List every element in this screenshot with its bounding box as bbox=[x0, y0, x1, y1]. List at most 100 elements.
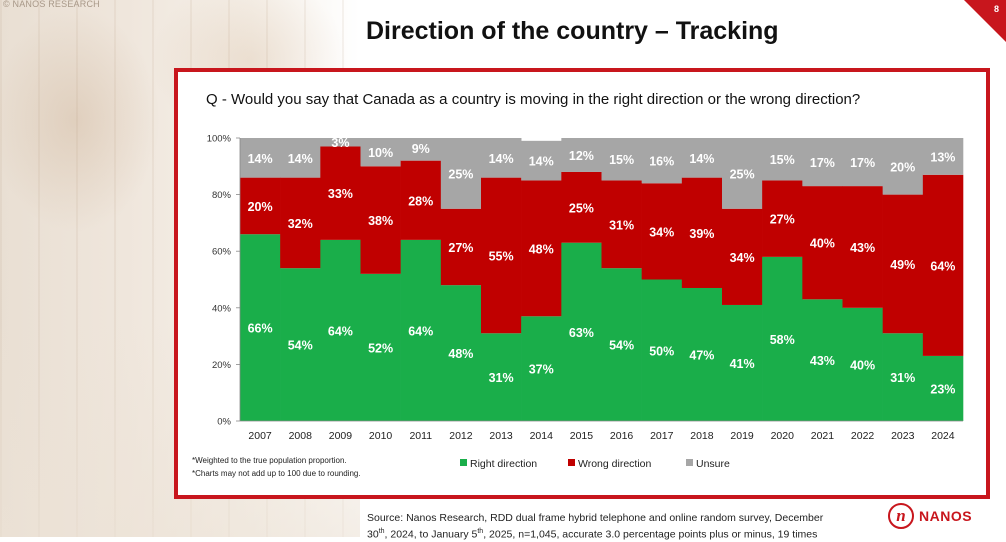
data-label-2010-unsure: 10% bbox=[368, 146, 393, 160]
data-label-2015-wrong: 25% bbox=[569, 201, 594, 215]
data-label-2018-unsure: 14% bbox=[689, 152, 714, 166]
data-label-2011-unsure: 9% bbox=[412, 142, 430, 156]
data-label-2012-right: 48% bbox=[448, 347, 473, 361]
legend-swatch-wrong bbox=[568, 459, 575, 466]
data-label-2021-right: 43% bbox=[810, 354, 835, 368]
data-label-2012-unsure: 25% bbox=[448, 167, 473, 181]
data-label-2019-right: 41% bbox=[730, 357, 755, 371]
data-label-2018-right: 47% bbox=[689, 348, 714, 362]
data-label-2009-unsure: 3% bbox=[331, 136, 349, 150]
data-label-2007-wrong: 20% bbox=[248, 200, 273, 214]
data-label-2010-wrong: 38% bbox=[368, 214, 393, 228]
y-tick-label: 100% bbox=[207, 134, 232, 145]
data-label-2011-wrong: 28% bbox=[408, 194, 433, 208]
bar-2010-unsure bbox=[360, 138, 401, 167]
data-label-2012-wrong: 27% bbox=[448, 241, 473, 255]
data-label-2008-right: 54% bbox=[288, 339, 313, 353]
x-tick-label: 2020 bbox=[771, 430, 795, 442]
data-label-2019-unsure: 25% bbox=[730, 167, 755, 181]
bar-2024-wrong bbox=[922, 174, 964, 356]
y-tick-label: 20% bbox=[212, 360, 232, 371]
data-label-2009-wrong: 33% bbox=[328, 187, 353, 201]
data-label-2010-right: 52% bbox=[368, 341, 393, 355]
y-tick-label: 80% bbox=[212, 190, 232, 201]
data-label-2014-unsure: 14% bbox=[529, 155, 554, 169]
data-label-2016-wrong: 31% bbox=[609, 218, 634, 232]
data-label-2017-wrong: 34% bbox=[649, 225, 674, 239]
x-tick-label: 2014 bbox=[530, 430, 554, 442]
bar-2019-wrong bbox=[722, 208, 763, 305]
x-tick-label: 2013 bbox=[489, 430, 513, 442]
bar-2017-right bbox=[641, 279, 683, 421]
data-label-2021-unsure: 17% bbox=[810, 156, 835, 170]
data-label-2024-unsure: 13% bbox=[930, 150, 955, 164]
bar-2014-right bbox=[521, 316, 562, 421]
data-label-2015-right: 63% bbox=[569, 326, 594, 340]
source-text: Source: Nanos Research, RDD dual frame h… bbox=[367, 511, 887, 542]
bar-2009-right bbox=[320, 239, 361, 421]
bar-2018-wrong bbox=[681, 177, 723, 288]
bar-2022-wrong bbox=[842, 186, 883, 308]
bar-2017-wrong bbox=[641, 183, 683, 280]
data-label-2023-right: 31% bbox=[890, 371, 915, 385]
data-label-2017-unsure: 16% bbox=[649, 155, 674, 169]
page-title: Direction of the country – Tracking bbox=[366, 17, 779, 45]
note-weighted: *Weighted to the true population proport… bbox=[192, 456, 347, 465]
bar-2020-right bbox=[762, 256, 803, 421]
nanos-logo-mark: n bbox=[888, 503, 914, 529]
x-tick-label: 2024 bbox=[931, 430, 955, 442]
y-tick-label: 0% bbox=[217, 417, 231, 428]
bar-2014-unsure bbox=[521, 140, 562, 181]
source-line1: Source: Nanos Research, RDD dual frame h… bbox=[367, 512, 824, 524]
bar-2022-unsure bbox=[842, 138, 883, 187]
watermark: © NANOS RESEARCH bbox=[3, 0, 100, 9]
bar-2020-wrong bbox=[762, 180, 803, 257]
bar-2013-unsure bbox=[481, 138, 522, 178]
data-label-2013-right: 31% bbox=[489, 371, 514, 385]
bar-2013-wrong bbox=[481, 177, 522, 334]
data-label-2007-right: 66% bbox=[248, 322, 273, 336]
data-label-2017-right: 50% bbox=[649, 344, 674, 358]
bar-2008-unsure bbox=[280, 138, 321, 178]
nanos-logo: n NANOS bbox=[888, 503, 972, 529]
x-tick-label: 2012 bbox=[449, 430, 473, 442]
bar-2023-unsure bbox=[882, 138, 924, 195]
y-tick-label: 60% bbox=[212, 247, 232, 258]
data-label-2020-wrong: 27% bbox=[770, 213, 795, 227]
data-label-2023-unsure: 20% bbox=[890, 160, 915, 174]
bar-2023-wrong bbox=[882, 194, 924, 334]
legend-label-right: Right direction bbox=[470, 458, 537, 470]
x-tick-label: 2008 bbox=[289, 430, 313, 442]
bar-2012-unsure bbox=[440, 138, 482, 209]
legend-label-wrong: Wrong direction bbox=[578, 458, 652, 470]
x-tick-label: 2022 bbox=[851, 430, 875, 442]
data-label-2021-wrong: 40% bbox=[810, 237, 835, 251]
data-label-2014-wrong: 48% bbox=[529, 242, 554, 256]
data-label-2015-unsure: 12% bbox=[569, 149, 594, 163]
bar-2019-unsure bbox=[722, 138, 763, 209]
x-tick-label: 2023 bbox=[891, 430, 915, 442]
x-tick-label: 2017 bbox=[650, 430, 674, 442]
bar-2017-unsure bbox=[641, 138, 683, 184]
source-line2a: 30 bbox=[367, 528, 379, 541]
bar-2016-unsure bbox=[601, 138, 642, 181]
legend-swatch-right bbox=[460, 459, 467, 466]
source-line2c: , 2025, n=1,045, accurate 3.0 percentage… bbox=[483, 528, 818, 541]
note-rounding: *Charts may not add up to 100 due to rou… bbox=[192, 469, 361, 478]
x-tick-label: 2011 bbox=[409, 430, 432, 442]
x-tick-label: 2019 bbox=[730, 430, 754, 442]
bar-2015-unsure bbox=[561, 138, 602, 172]
data-label-2024-right: 23% bbox=[930, 382, 955, 396]
bar-2023-right bbox=[882, 333, 924, 421]
bar-2015-right bbox=[561, 242, 602, 421]
bar-2009-wrong bbox=[320, 146, 361, 240]
bar-2024-unsure bbox=[922, 138, 964, 175]
data-label-2019-wrong: 34% bbox=[730, 251, 755, 265]
data-label-2020-right: 58% bbox=[770, 333, 795, 347]
bar-2022-right bbox=[842, 307, 883, 421]
data-label-2009-right: 64% bbox=[328, 324, 353, 338]
x-tick-label: 2010 bbox=[369, 430, 393, 442]
source-sup2: th bbox=[477, 528, 484, 535]
bar-2016-right bbox=[601, 268, 642, 421]
